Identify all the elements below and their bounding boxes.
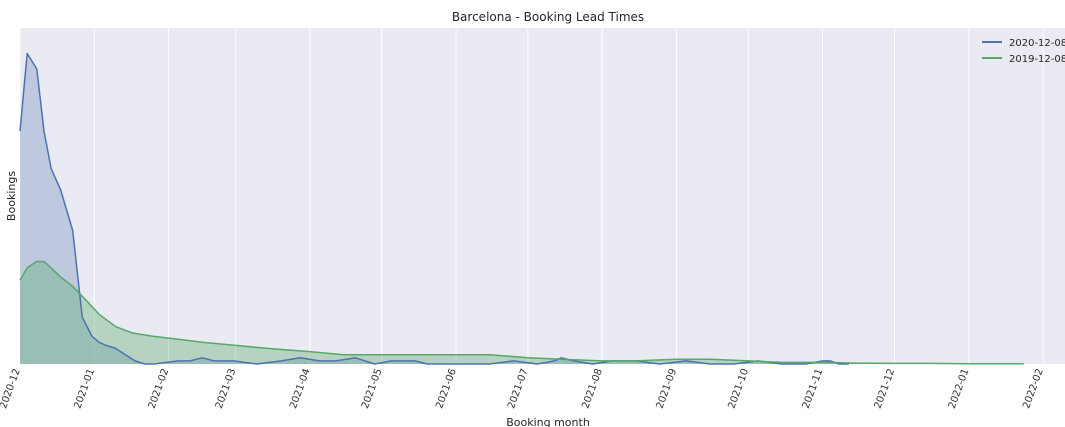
x-tick-labels: 2020-12 2021-01 2021-02 2021-03 2021-04 2021-… (0, 367, 1046, 410)
legend-label: 2019-12-08 (1009, 54, 1065, 65)
legend-label: 2020-12-08 (1009, 38, 1065, 49)
series-lines (19, 52, 1024, 365)
x-tick-label: 2021-11 (801, 367, 826, 410)
x-tick-label: 2021-02 (147, 367, 172, 410)
x-tick-label: 2022-02 (1021, 367, 1046, 410)
series-line (19, 52, 849, 365)
series-line (19, 260, 1024, 365)
x-tick-label: 2021-03 (214, 367, 239, 410)
legend: 2020-12-08 2019-12-08 (982, 38, 1065, 65)
x-tick-label: 2021-05 (360, 367, 385, 410)
x-tick-label: 2021-07 (506, 367, 531, 410)
x-tick-label: 2022-01 (947, 367, 972, 410)
x-tick-label: 2021-04 (288, 367, 313, 410)
x-tick-label: 2021-06 (434, 367, 459, 410)
x-tick-label: 2020-12 (0, 367, 23, 410)
x-tick-label: 2021-08 (580, 367, 605, 410)
x-tick-label: 2021-01 (72, 367, 97, 410)
y-axis-label: Bookings (5, 171, 18, 221)
series-areas (20, 53, 1024, 364)
x-axis-label: Booking month (506, 416, 590, 427)
series-area (20, 261, 1024, 364)
grid-lines (19, 28, 1044, 364)
x-tick-label: 2021-12 (873, 367, 898, 410)
x-tick-label: 2021-09 (655, 367, 680, 410)
x-tick-label: 2021-10 (727, 367, 752, 410)
plot-background (20, 28, 1065, 364)
chart-title: Barcelona - Booking Lead Times (452, 10, 644, 24)
